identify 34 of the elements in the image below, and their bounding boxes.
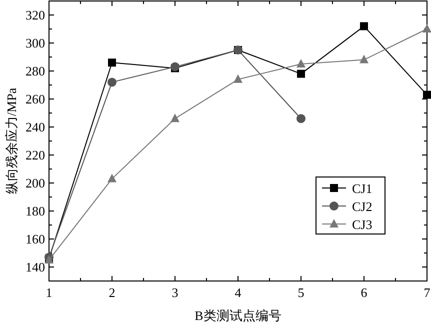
point bbox=[108, 58, 116, 67]
point bbox=[360, 22, 368, 30]
y-tick-label: 300 bbox=[26, 36, 45, 50]
legend-label: CJ3 bbox=[352, 217, 372, 232]
point bbox=[296, 59, 306, 68]
y-axis-title: 纵向残余应力/MPa bbox=[4, 88, 19, 194]
point bbox=[297, 70, 305, 78]
point bbox=[108, 78, 116, 87]
y-tick-label: 260 bbox=[26, 92, 45, 106]
y-tick-label: 180 bbox=[26, 204, 45, 218]
x-axis-title: B类测试点编号 bbox=[194, 308, 282, 323]
y-tick-label: 160 bbox=[26, 232, 45, 246]
x-tick-label: 1 bbox=[46, 285, 52, 300]
point bbox=[108, 174, 116, 182]
legend-label: CJ1 bbox=[352, 181, 372, 196]
x-tick-label: 7 bbox=[424, 285, 431, 300]
y-tick-label: 140 bbox=[26, 260, 45, 274]
point bbox=[423, 90, 431, 99]
y-tick-label: 200 bbox=[26, 176, 45, 190]
x-tick-label: 2 bbox=[108, 285, 116, 300]
point bbox=[360, 54, 368, 64]
point bbox=[296, 114, 306, 124]
x-tick-label: 6 bbox=[360, 285, 368, 300]
y-tick-label: 240 bbox=[26, 120, 45, 134]
y-tick-label: 220 bbox=[26, 148, 45, 162]
point bbox=[170, 114, 180, 122]
y-tick-label: 280 bbox=[26, 64, 45, 78]
point bbox=[234, 74, 242, 83]
legend-label: CJ2 bbox=[352, 199, 372, 214]
x-tick-label: 4 bbox=[234, 285, 242, 300]
x-tick-label: 5 bbox=[298, 285, 304, 300]
y-tick-label: 320 bbox=[26, 8, 45, 22]
x-tick-label: 3 bbox=[172, 285, 178, 300]
point bbox=[422, 24, 431, 32]
